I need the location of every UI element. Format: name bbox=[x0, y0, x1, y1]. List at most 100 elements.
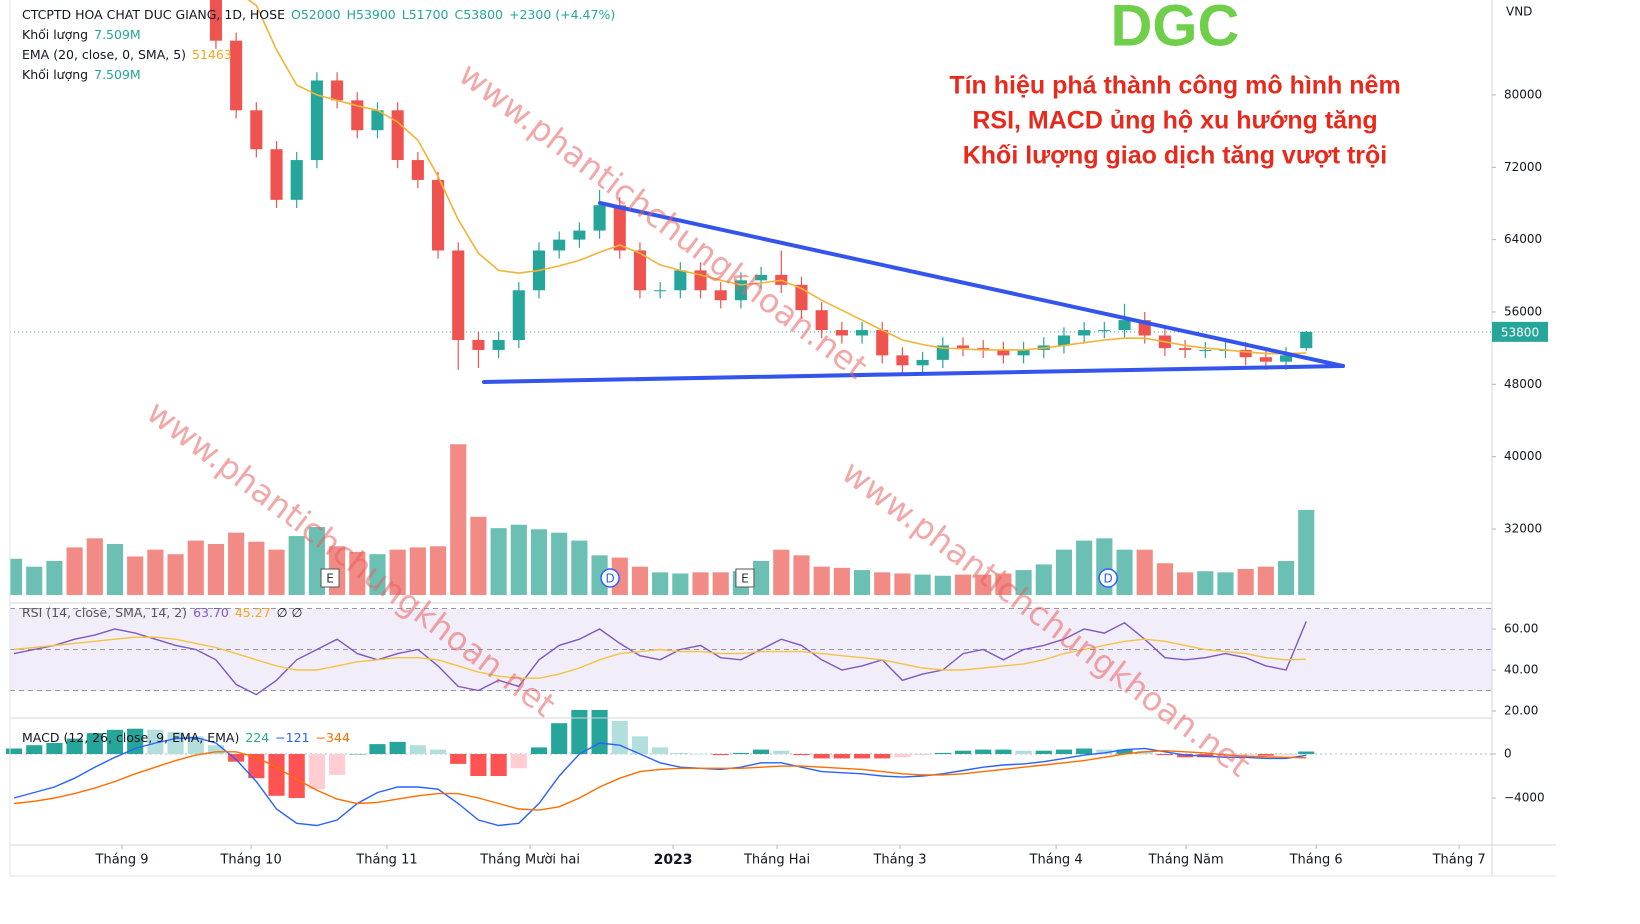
legend-row: Khối lượng 7.509M bbox=[22, 65, 621, 85]
macd-histogram-bar bbox=[1156, 754, 1173, 756]
macd-histogram-bar bbox=[611, 720, 628, 755]
rsi-legend: RSI (14, close, SMA, 14, 2) 63.70 45.27 ∅ ∅ bbox=[22, 603, 308, 623]
y-tick-label: 40.00 bbox=[1504, 663, 1538, 677]
x-tick-label: Tháng 7 bbox=[1432, 853, 1486, 868]
volume-bar bbox=[510, 524, 527, 595]
x-tick-label: Tháng Hai bbox=[743, 853, 810, 868]
macd-histogram-bar bbox=[389, 741, 406, 755]
candle-body bbox=[391, 110, 404, 161]
candle-body bbox=[209, 0, 223, 41]
macd-histogram-bar bbox=[975, 749, 992, 755]
macd-histogram-bar bbox=[874, 754, 891, 759]
ohlc-label: C53800 bbox=[454, 7, 504, 22]
candle-body bbox=[290, 160, 303, 200]
legend: CTCPTD HOA CHAT DUC GIANG, 1D, HOSE O5200… bbox=[22, 5, 621, 85]
legend-value: 51463 bbox=[192, 47, 232, 62]
y-tick-label: 0 bbox=[1504, 747, 1512, 761]
legend-value: 63.70 bbox=[193, 605, 229, 620]
y-tick-label: 60.00 bbox=[1504, 621, 1538, 635]
macd-histogram-bar bbox=[1015, 750, 1032, 755]
volume-bar bbox=[106, 544, 124, 595]
macd-histogram-bar bbox=[591, 709, 608, 755]
candle-body bbox=[431, 179, 445, 251]
candle-body bbox=[452, 250, 465, 340]
macd-histogram-bar bbox=[995, 749, 1012, 755]
macd-line bbox=[13, 749, 1307, 811]
volume-bar bbox=[954, 574, 972, 595]
macd-histogram-bar bbox=[329, 754, 346, 775]
candle-body bbox=[230, 40, 243, 111]
x-tick-label: 2023 bbox=[654, 852, 693, 868]
legend-row: Khối lượng 7.509M bbox=[22, 25, 621, 45]
macd-histogram-bar bbox=[26, 745, 43, 755]
macd-histogram-bar bbox=[652, 747, 669, 755]
legend-flags: ∅ ∅ bbox=[276, 605, 303, 620]
candle-body bbox=[674, 270, 687, 291]
volume-bar bbox=[1035, 564, 1052, 595]
currency-label: VND bbox=[1506, 5, 1532, 19]
candle-body bbox=[896, 355, 909, 366]
candle-body bbox=[936, 345, 949, 360]
y-tick-label: 72000 bbox=[1504, 160, 1542, 174]
candle-body bbox=[331, 80, 344, 101]
candle-body bbox=[371, 110, 384, 131]
x-tick-label: Tháng 4 bbox=[1029, 853, 1083, 868]
candle-body bbox=[512, 290, 525, 340]
macd-histogram-bar bbox=[1035, 750, 1052, 755]
volume-bar bbox=[147, 549, 164, 595]
macd-histogram-bar bbox=[147, 729, 164, 755]
candle-body bbox=[1118, 320, 1131, 331]
candle-body bbox=[492, 340, 505, 350]
candle-body bbox=[1199, 349, 1212, 351]
candle-body bbox=[1179, 348, 1192, 350]
y-tick-label: 20.00 bbox=[1504, 704, 1538, 718]
macd-histogram-bar bbox=[1237, 754, 1254, 756]
legend-value: −121 bbox=[275, 730, 310, 745]
volume-bar bbox=[490, 528, 507, 595]
event-label: D bbox=[1104, 572, 1113, 586]
volume-bar bbox=[450, 444, 467, 595]
annotation: Khối lượng giao dịch tăng vượt trội bbox=[963, 142, 1388, 170]
macd-histogram-bar bbox=[551, 723, 568, 755]
axes: 32000 40000 48000 56000 64000 72000 80000 53800… bbox=[95, 87, 1548, 868]
volume-bar bbox=[652, 572, 669, 595]
macd-histogram-bar bbox=[732, 752, 749, 755]
legend-name: Khối lượng bbox=[22, 27, 89, 42]
candle-body bbox=[573, 230, 586, 240]
legend-value: −344 bbox=[315, 730, 350, 745]
volume-bar bbox=[349, 551, 366, 595]
volume-bar bbox=[66, 547, 83, 595]
volume-bar bbox=[86, 538, 103, 595]
candle-body bbox=[613, 205, 626, 251]
macd-histogram-bar bbox=[308, 754, 325, 790]
macd-histogram-bar bbox=[490, 754, 507, 777]
volume-bar bbox=[46, 561, 63, 595]
y-tick-label: 40000 bbox=[1504, 449, 1542, 463]
macd-histogram-bar bbox=[894, 754, 911, 758]
macd-histogram-bar bbox=[268, 754, 285, 796]
x-tick-label: Tháng 6 bbox=[1289, 853, 1343, 868]
y-tick-label: 64000 bbox=[1504, 232, 1542, 246]
candle-body bbox=[1078, 330, 1091, 336]
candle-body bbox=[1239, 349, 1252, 358]
wedge-lower-line bbox=[482, 364, 1345, 384]
macd-histogram-bar bbox=[692, 754, 709, 755]
volume-bar bbox=[672, 573, 689, 595]
volume-bar bbox=[10, 558, 23, 595]
candle-body bbox=[633, 250, 647, 291]
volume-bar bbox=[1136, 549, 1153, 595]
macd-histogram-bar bbox=[409, 745, 426, 755]
volume-bar bbox=[712, 572, 729, 595]
volume-bar bbox=[773, 549, 790, 595]
candle-body bbox=[855, 330, 869, 336]
candle-body bbox=[956, 345, 970, 349]
volume-bar bbox=[1237, 568, 1254, 595]
macd-histogram-bar bbox=[228, 754, 245, 762]
macd-histogram-bar bbox=[1277, 754, 1295, 756]
event-marker bbox=[1098, 568, 1118, 588]
candle-body bbox=[795, 284, 808, 311]
annotation: Tín hiệu phá thành công mô hình nêm bbox=[949, 72, 1400, 100]
